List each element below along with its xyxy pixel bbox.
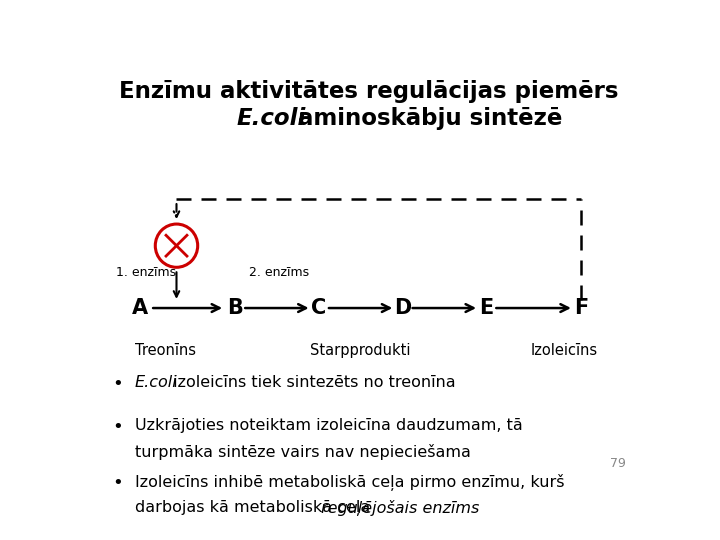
Text: regulējošais enzīms: regulējošais enzīms [321,500,480,516]
Text: Treonīns: Treonīns [135,343,196,359]
Text: E.coli: E.coli [237,107,306,130]
Text: E.coli: E.coli [135,375,177,389]
Ellipse shape [156,224,198,267]
Text: turpmāka sintēze vairs nav nepieciešama: turpmāka sintēze vairs nav nepieciešama [135,444,470,460]
Text: D: D [394,298,411,318]
Text: 2. enzīms: 2. enzīms [249,266,309,279]
Text: A: A [132,298,148,318]
Text: Izoleicīns inhibē metaboliskā ceļa pirmo enzīmu, kurš: Izoleicīns inhibē metaboliskā ceļa pirmo… [135,474,564,491]
Text: B: B [227,298,243,318]
Text: E: E [479,298,493,318]
Text: •: • [112,418,123,436]
Text: •: • [112,375,123,393]
Text: darbojas kā metaboliskā ceļa: darbojas kā metaboliskā ceļa [135,500,375,516]
Text: Uzkrājoties noteiktam izoleicīna daudzumam, tā: Uzkrājoties noteiktam izoleicīna daudzum… [135,418,523,433]
Text: F: F [574,298,588,318]
Text: Enzīmu aktivitātes regulācijas piemērs: Enzīmu aktivitātes regulācijas piemērs [120,80,618,103]
Text: Izoleicīns: Izoleicīns [531,343,598,359]
Text: 1. enzīms: 1. enzīms [116,266,176,279]
Text: C: C [311,298,326,318]
Text: aminoskābju sintēzē: aminoskābju sintēzē [290,107,563,130]
Text: izoleicīns tiek sintezēts no treonīna: izoleicīns tiek sintezēts no treonīna [168,375,455,389]
Text: 79: 79 [610,457,626,470]
Text: •: • [112,474,123,492]
Text: Starpprodukti: Starpprodukti [310,343,411,359]
